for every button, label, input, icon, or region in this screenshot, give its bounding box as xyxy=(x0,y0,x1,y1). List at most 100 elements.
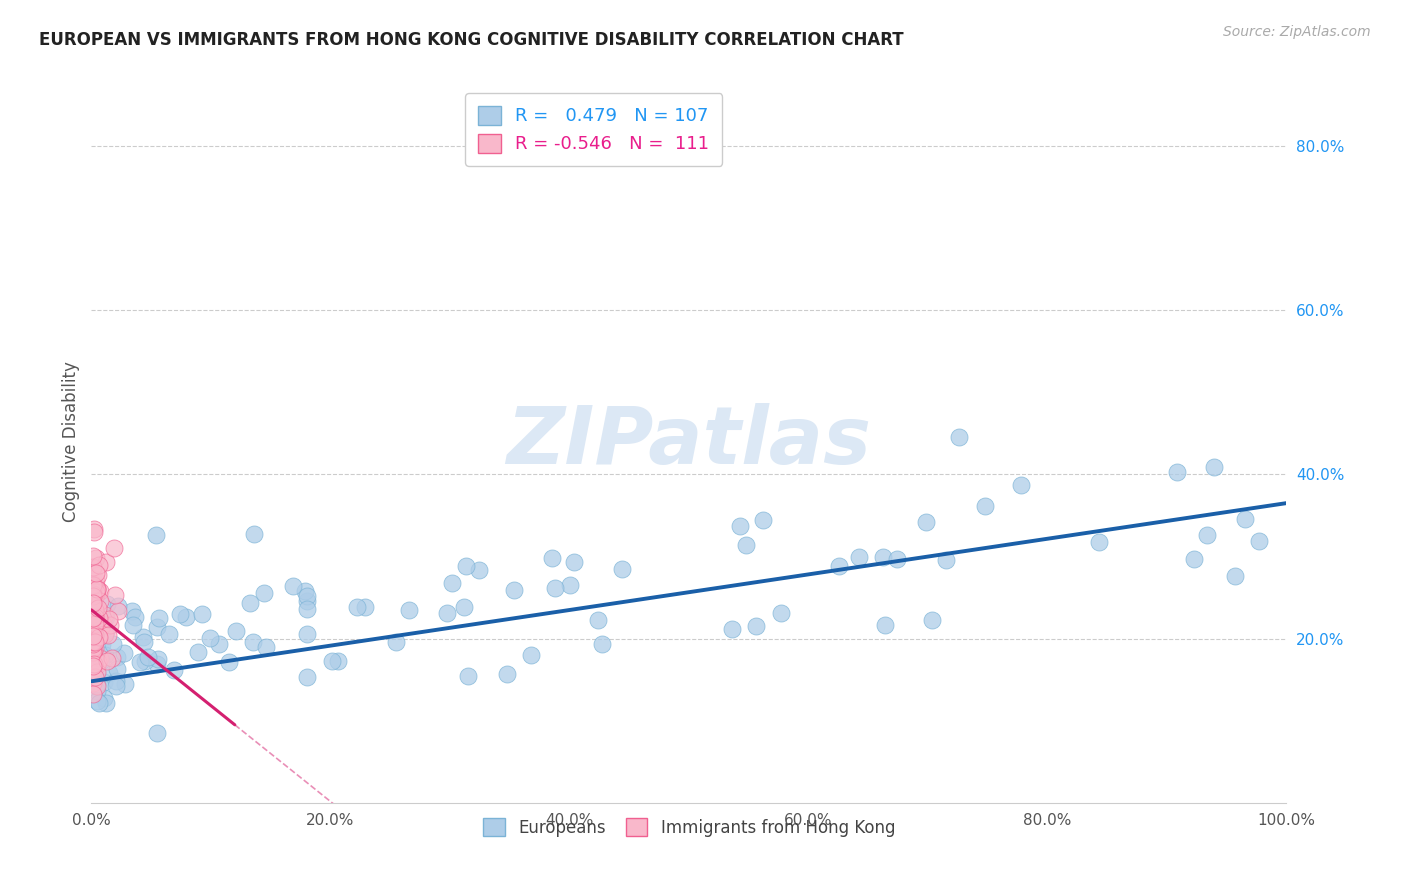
Point xyxy=(96,597,118,611)
Point xyxy=(1010,478,1032,492)
Point xyxy=(82,622,104,636)
Point xyxy=(948,430,970,444)
Point xyxy=(86,677,108,691)
Point xyxy=(87,558,110,572)
Point xyxy=(169,607,191,621)
Point xyxy=(132,635,155,649)
Point xyxy=(84,616,107,631)
Point xyxy=(98,617,121,632)
Text: EUROPEAN VS IMMIGRANTS FROM HONG KONG COGNITIVE DISABILITY CORRELATION CHART: EUROPEAN VS IMMIGRANTS FROM HONG KONG CO… xyxy=(39,31,904,49)
Point xyxy=(82,599,104,614)
Point xyxy=(83,623,105,637)
Point xyxy=(886,552,908,566)
Point xyxy=(82,632,104,646)
Point xyxy=(242,635,264,649)
Point xyxy=(146,620,169,634)
Point xyxy=(132,630,155,644)
Point xyxy=(91,637,114,651)
Point xyxy=(225,624,247,638)
Point xyxy=(82,560,104,574)
Point xyxy=(208,637,231,651)
Point xyxy=(89,584,111,599)
Point xyxy=(82,645,104,659)
Point xyxy=(107,662,129,676)
Point xyxy=(89,594,111,608)
Point xyxy=(82,642,104,657)
Point xyxy=(872,549,894,564)
Point xyxy=(107,650,129,665)
Point xyxy=(728,519,751,533)
Point xyxy=(82,629,104,643)
Point xyxy=(82,596,104,610)
Point xyxy=(83,610,105,624)
Point xyxy=(82,621,104,635)
Point xyxy=(97,612,120,626)
Legend: Europeans, Immigrants from Hong Kong: Europeans, Immigrants from Hong Kong xyxy=(477,812,901,844)
Point xyxy=(89,611,111,625)
Point xyxy=(83,635,105,649)
Point xyxy=(136,650,159,665)
Point xyxy=(96,654,118,668)
Point xyxy=(82,611,104,625)
Point xyxy=(82,629,104,643)
Point xyxy=(146,657,169,671)
Point xyxy=(321,654,343,668)
Point xyxy=(89,616,111,631)
Point xyxy=(82,599,104,614)
Point xyxy=(86,582,108,597)
Point xyxy=(87,629,110,643)
Point xyxy=(82,598,104,612)
Point xyxy=(94,648,117,662)
Point xyxy=(105,679,128,693)
Point xyxy=(84,631,107,645)
Point xyxy=(83,657,105,672)
Point xyxy=(82,603,104,617)
Point xyxy=(82,628,104,642)
Point xyxy=(82,549,104,563)
Point xyxy=(94,610,117,624)
Y-axis label: Cognitive Disability: Cognitive Disability xyxy=(62,361,80,522)
Point xyxy=(86,694,108,708)
Point xyxy=(82,587,104,601)
Point xyxy=(83,591,105,606)
Point xyxy=(89,651,111,665)
Point xyxy=(82,611,104,625)
Point xyxy=(295,670,318,684)
Point xyxy=(82,637,104,651)
Point xyxy=(1249,534,1271,549)
Point xyxy=(82,628,104,642)
Point xyxy=(105,674,128,689)
Point xyxy=(591,637,613,651)
Point xyxy=(112,646,135,660)
Point xyxy=(83,616,105,631)
Point xyxy=(82,607,104,621)
Point xyxy=(94,624,117,638)
Point xyxy=(122,618,145,632)
Point xyxy=(107,599,129,614)
Point xyxy=(187,645,209,659)
Point xyxy=(254,640,277,655)
Point xyxy=(84,585,107,599)
Point xyxy=(873,618,896,632)
Point xyxy=(145,528,167,542)
Point xyxy=(84,550,107,565)
Point xyxy=(467,563,489,577)
Point xyxy=(281,578,304,592)
Point xyxy=(157,627,180,641)
Point xyxy=(751,513,773,527)
Point xyxy=(82,589,104,603)
Point xyxy=(163,663,186,677)
Point xyxy=(562,555,585,569)
Point xyxy=(453,599,475,614)
Point xyxy=(346,599,368,614)
Point xyxy=(1202,459,1225,474)
Point xyxy=(454,558,477,573)
Point xyxy=(1197,528,1219,542)
Point xyxy=(82,560,104,574)
Point xyxy=(82,658,104,673)
Point xyxy=(935,552,957,566)
Point xyxy=(82,620,104,634)
Point xyxy=(83,610,105,624)
Text: Source: ZipAtlas.com: Source: ZipAtlas.com xyxy=(1223,25,1371,39)
Point xyxy=(82,640,104,654)
